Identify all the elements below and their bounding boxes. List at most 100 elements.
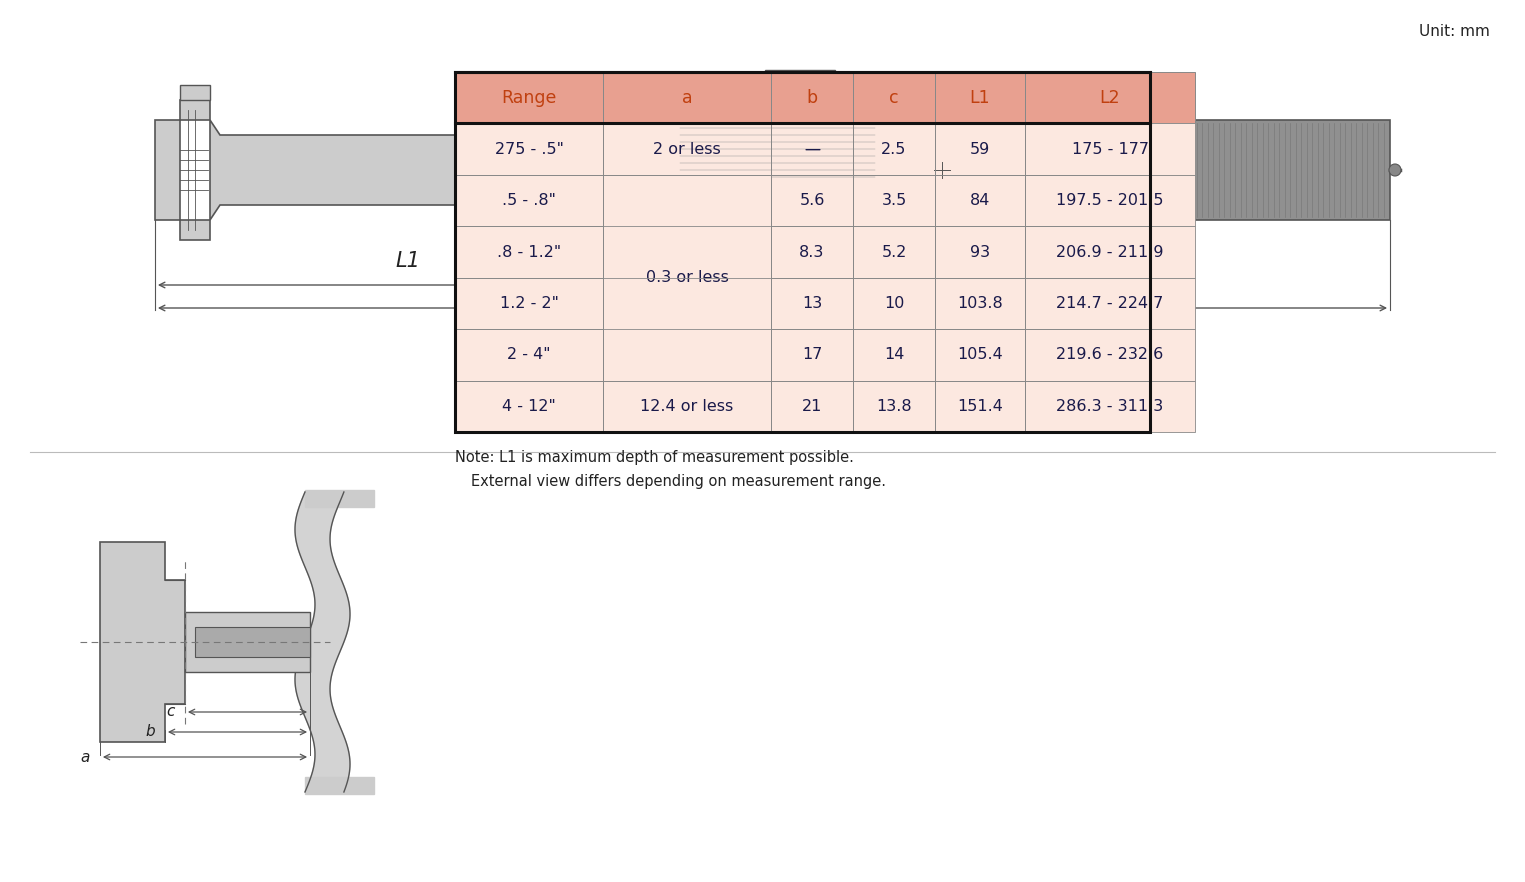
Text: 2 or less: 2 or less	[653, 142, 721, 157]
Text: 10: 10	[884, 296, 904, 311]
Text: b: b	[807, 89, 817, 107]
Text: 105.4: 105.4	[958, 348, 1003, 363]
Text: .8 - 1.2": .8 - 1.2"	[497, 244, 561, 259]
Text: 219.6 - 232.6: 219.6 - 232.6	[1057, 348, 1164, 363]
Circle shape	[926, 154, 958, 186]
Circle shape	[1389, 164, 1401, 176]
Text: 84: 84	[970, 193, 990, 208]
Text: 151.4: 151.4	[958, 399, 1003, 414]
Text: 197.5 - 201.5: 197.5 - 201.5	[1057, 193, 1164, 208]
Bar	[602, 380, 772, 432]
Bar	[1025, 123, 1196, 175]
Polygon shape	[185, 612, 310, 672]
Bar	[772, 227, 852, 278]
Bar	[852, 123, 935, 175]
Bar	[195, 627, 310, 657]
FancyBboxPatch shape	[782, 222, 833, 244]
Text: 214.7 - 224.7: 214.7 - 224.7	[1057, 296, 1164, 311]
Text: 2.5: 2.5	[881, 142, 907, 157]
Polygon shape	[305, 777, 374, 794]
Text: b: b	[145, 724, 156, 739]
Bar	[1025, 227, 1196, 278]
Bar	[772, 329, 852, 380]
Bar	[772, 380, 852, 432]
Bar	[454, 72, 1150, 432]
Bar	[772, 278, 852, 329]
Bar	[852, 227, 935, 278]
Polygon shape	[101, 542, 185, 742]
Bar	[1025, 72, 1196, 123]
Bar	[1025, 380, 1196, 432]
Bar	[935, 72, 1025, 123]
Text: Range: Range	[502, 89, 557, 107]
Text: 175 - 177: 175 - 177	[1072, 142, 1148, 157]
Bar	[935, 380, 1025, 432]
Text: 45: 45	[1046, 127, 1060, 137]
Text: 17: 17	[802, 348, 822, 363]
Bar	[772, 175, 852, 227]
Bar	[935, 329, 1025, 380]
Bar	[602, 72, 772, 123]
Text: Unit: mm: Unit: mm	[1420, 24, 1490, 39]
Bar	[852, 175, 935, 227]
Text: Note: L1 is maximum depth of measurement possible.: Note: L1 is maximum depth of measurement…	[454, 450, 854, 465]
Text: 14: 14	[884, 348, 904, 363]
Bar	[1025, 329, 1196, 380]
Bar	[935, 278, 1025, 329]
Text: L1: L1	[395, 251, 419, 271]
Text: 2 - 4": 2 - 4"	[508, 348, 551, 363]
Text: 206.9 - 211.9: 206.9 - 211.9	[1057, 244, 1164, 259]
Text: 59: 59	[970, 142, 990, 157]
Bar	[970, 128, 1025, 212]
Bar	[602, 278, 772, 329]
Text: 103.8: 103.8	[958, 296, 1003, 311]
Text: —: —	[804, 142, 820, 157]
Bar	[602, 123, 772, 175]
Polygon shape	[210, 120, 660, 220]
Text: c: c	[889, 89, 898, 107]
Text: 13: 13	[802, 296, 822, 311]
Polygon shape	[156, 100, 210, 240]
Bar	[1110, 120, 1389, 220]
Bar	[935, 175, 1025, 227]
Text: 1.2 - 2": 1.2 - 2"	[500, 296, 558, 311]
Text: 275 - .5": 275 - .5"	[494, 142, 563, 157]
Bar	[766, 70, 836, 90]
Bar	[454, 123, 602, 175]
Bar	[602, 227, 772, 278]
Text: 8.3: 8.3	[799, 244, 825, 259]
FancyBboxPatch shape	[657, 107, 894, 218]
Text: 5.6: 5.6	[799, 193, 825, 208]
Bar	[935, 123, 1025, 175]
Bar	[630, 90, 970, 250]
Bar	[454, 227, 602, 278]
Bar	[454, 72, 602, 123]
Bar	[772, 72, 852, 123]
Text: —: —	[804, 142, 820, 157]
FancyBboxPatch shape	[673, 120, 881, 187]
Polygon shape	[305, 490, 374, 507]
Bar	[852, 329, 935, 380]
Text: 5.2: 5.2	[881, 244, 907, 259]
Bar	[454, 329, 602, 380]
Bar	[602, 175, 772, 380]
Bar	[1025, 112, 1110, 228]
Bar	[1025, 175, 1196, 227]
Text: 5: 5	[1049, 195, 1057, 205]
Text: 93: 93	[970, 244, 990, 259]
Text: 21: 21	[802, 399, 822, 414]
Bar	[852, 278, 935, 329]
Text: 3.5: 3.5	[881, 193, 907, 208]
Bar	[852, 72, 935, 123]
Polygon shape	[180, 85, 210, 100]
Text: 0.3 or less: 0.3 or less	[645, 270, 729, 285]
Text: 13.8: 13.8	[877, 399, 912, 414]
Bar	[1025, 278, 1196, 329]
Bar	[935, 227, 1025, 278]
Text: .5 - .8": .5 - .8"	[502, 193, 557, 208]
Bar	[454, 278, 602, 329]
Text: c: c	[166, 705, 175, 720]
Polygon shape	[294, 492, 351, 792]
FancyBboxPatch shape	[718, 222, 767, 244]
Text: 12.4 or less: 12.4 or less	[640, 399, 734, 414]
